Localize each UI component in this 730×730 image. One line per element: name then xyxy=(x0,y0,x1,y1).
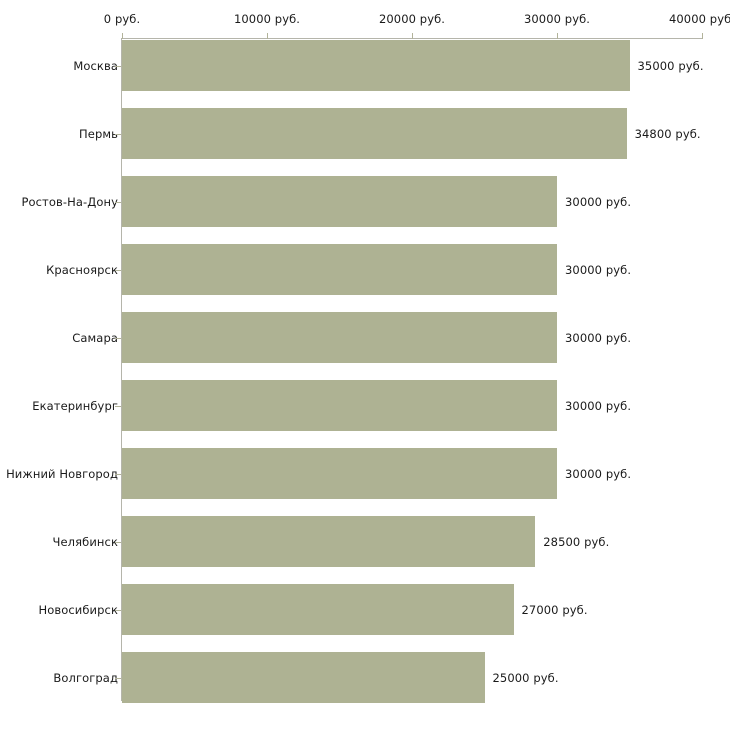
x-axis-tick xyxy=(122,33,123,39)
bar[interactable] xyxy=(122,516,536,567)
category-axis-tick xyxy=(115,133,121,135)
category-axis-tick xyxy=(115,201,121,203)
bar[interactable] xyxy=(122,380,557,431)
bar[interactable] xyxy=(122,176,557,227)
bar-value-label: 30000 руб. xyxy=(565,330,632,345)
x-axis-tick-label: 20000 руб. xyxy=(378,12,446,26)
bar-row: Екатеринбург 30000 руб. xyxy=(0,380,730,431)
category-label: Челябинск xyxy=(52,534,118,549)
x-axis-tick xyxy=(412,33,413,39)
bar-value-label: 30000 руб. xyxy=(565,398,632,413)
category-axis-tick xyxy=(115,541,121,543)
bar-row: Москва 35000 руб. xyxy=(0,40,730,91)
category-axis-tick xyxy=(115,65,121,67)
category-label: Волгоград xyxy=(53,670,118,685)
x-axis-tick xyxy=(557,33,558,39)
bar[interactable] xyxy=(122,584,514,635)
bar-value-label: 34800 руб. xyxy=(634,126,701,141)
bar[interactable] xyxy=(122,652,485,703)
category-label: Ростов-На-Дону xyxy=(21,194,118,209)
category-axis-tick xyxy=(115,473,121,475)
category-label: Пермь xyxy=(79,126,118,141)
bar-row: Новосибирск 27000 руб. xyxy=(0,584,730,635)
bar-row: Нижний Новгород 30000 руб. xyxy=(0,448,730,499)
x-axis-tick-label: 40000 руб. xyxy=(668,12,730,26)
category-axis-tick xyxy=(115,609,121,611)
x-axis-tick-label: 10000 руб. xyxy=(233,12,301,26)
bar-value-label: 30000 руб. xyxy=(565,466,632,481)
bar[interactable] xyxy=(122,244,557,295)
x-axis-tick xyxy=(267,33,268,39)
category-axis-tick xyxy=(115,677,121,679)
bar-value-label: 30000 руб. xyxy=(565,262,632,277)
bar[interactable] xyxy=(122,448,557,499)
bar-row: Челябинск 28500 руб. xyxy=(0,516,730,567)
bar-row: Волгоград 25000 руб. xyxy=(0,652,730,703)
x-axis-tick-label: 30000 руб. xyxy=(523,12,591,26)
bar-value-label: 28500 руб. xyxy=(543,534,610,549)
bar-value-label: 30000 руб. xyxy=(565,194,632,209)
bar-value-label: 35000 руб. xyxy=(637,58,704,73)
y-axis-line xyxy=(121,38,122,701)
bar-value-label: 25000 руб. xyxy=(492,670,559,685)
bar[interactable] xyxy=(122,40,630,91)
bar-row: Ростов-На-Дону 30000 руб. xyxy=(0,176,730,227)
bar[interactable] xyxy=(122,312,557,363)
category-label: Нижний Новгород xyxy=(6,466,118,481)
category-axis-tick xyxy=(115,269,121,271)
category-label: Екатеринбург xyxy=(32,398,118,413)
bar-row: Пермь 34800 руб. xyxy=(0,108,730,159)
bar-value-label: 27000 руб. xyxy=(521,602,588,617)
x-axis-tick xyxy=(702,33,703,39)
category-label: Самара xyxy=(72,330,118,345)
x-axis-tick-label: 0 руб. xyxy=(103,12,141,26)
category-label: Новосибирск xyxy=(38,602,118,617)
bar-row: Красноярск 30000 руб. xyxy=(0,244,730,295)
category-axis-tick xyxy=(115,405,121,407)
category-label: Москва xyxy=(73,58,118,73)
category-axis-tick xyxy=(115,337,121,339)
bar[interactable] xyxy=(122,108,627,159)
bar-row: Самара 30000 руб. xyxy=(0,312,730,363)
category-label: Красноярск xyxy=(46,262,118,277)
